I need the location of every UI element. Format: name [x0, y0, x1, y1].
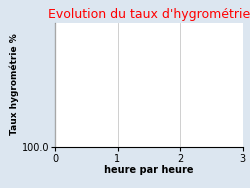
- X-axis label: heure par heure: heure par heure: [104, 165, 194, 175]
- Y-axis label: Taux hygrométrie %: Taux hygrométrie %: [10, 34, 19, 136]
- Title: Evolution du taux d'hygrométrie: Evolution du taux d'hygrométrie: [48, 8, 250, 21]
